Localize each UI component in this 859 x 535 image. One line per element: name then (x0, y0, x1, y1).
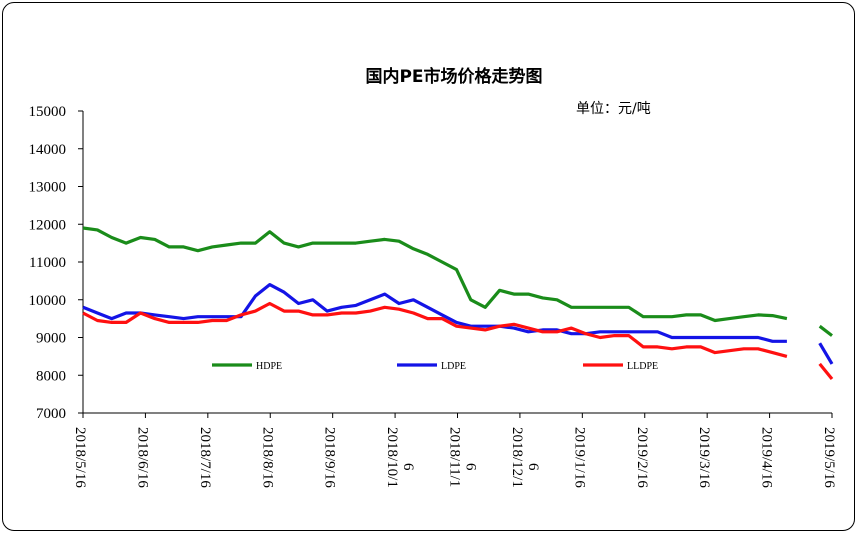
x-tick-label: 2018/12/1 6 (509, 427, 541, 488)
svg-text:2019/4/16: 2019/4/16 (759, 427, 775, 488)
legend-label-hdpe: HDPE (256, 361, 282, 372)
series-line-ldpe (818, 342, 834, 365)
legend-label-lldpe: LLDPE (627, 361, 658, 372)
y-tick-label: 13000 (29, 180, 67, 196)
svg-text:2018/6/16: 2018/6/16 (134, 427, 150, 488)
x-tick-label: 2018/10/1 6 (384, 427, 416, 488)
legend-label-ldpe: LDPE (441, 361, 466, 372)
svg-text:2019/5/16: 2019/5/16 (821, 427, 837, 488)
x-tick-label: 2019/1/16 (571, 427, 587, 488)
svg-text:2018/7/16: 2018/7/16 (197, 427, 213, 488)
y-tick-label: 8000 (36, 368, 66, 384)
svg-text:2018/10/1: 2018/10/1 (384, 427, 400, 488)
series-line-lldpe (82, 301, 788, 358)
svg-text:2018/11/1: 2018/11/1 (447, 427, 463, 487)
svg-text:2019/1/16: 2019/1/16 (571, 427, 587, 488)
y-tick-label: 12000 (29, 217, 67, 233)
x-tick-label: 2018/6/16 (134, 427, 150, 488)
series-lines (82, 226, 834, 381)
unit-label: 单位：元/吨 (576, 101, 651, 117)
y-tick-label: 7000 (36, 406, 66, 422)
y-tick-label: 11000 (29, 255, 66, 271)
svg-text:2019/2/16: 2019/2/16 (634, 427, 650, 488)
svg-text:2019/3/16: 2019/3/16 (696, 427, 712, 488)
x-tick-label: 2019/3/16 (696, 427, 712, 488)
svg-text:2018/12/1: 2018/12/1 (509, 427, 525, 488)
chart-title: 国内PE市场价格走势图 (365, 66, 542, 87)
series-line-hdpe (818, 324, 833, 337)
svg-text:2018/5/16: 2018/5/16 (72, 427, 88, 488)
x-tick-label: 2018/9/16 (322, 427, 338, 488)
y-axis-ticks: 7000 8000 9000 10000 11000 12000 13000 14000 150… (29, 104, 83, 422)
y-tick-label: 15000 (29, 104, 67, 120)
x-tick-label: 2018/7/16 (197, 427, 213, 488)
svg-text:2018/8/16: 2018/8/16 (259, 427, 275, 488)
x-tick-label: 2018/11/1 6 (447, 427, 479, 487)
legend: HDPE LDPE LLDPE (212, 361, 658, 372)
x-tick-label: 2018/8/16 (259, 427, 275, 488)
x-tick-label: 2019/2/16 (634, 427, 650, 488)
svg-text:2018/9/16: 2018/9/16 (322, 427, 338, 488)
y-tick-label: 14000 (29, 142, 67, 158)
svg-text:6: 6 (400, 463, 416, 471)
x-axis-ticks: 2018/5/16 2018/6/16 2018/7/16 2018/8/16 2018… (72, 413, 837, 488)
y-tick-label: 10000 (29, 293, 67, 309)
svg-text:6: 6 (525, 463, 541, 471)
x-tick-label: 2019/4/16 (759, 427, 775, 488)
series-line-ldpe (82, 283, 787, 343)
x-tick-label: 2018/5/16 (72, 427, 88, 488)
series-line-lldpe (818, 362, 834, 381)
x-tick-label: 2019/5/16 (821, 427, 837, 488)
series-line-hdpe (82, 226, 788, 323)
y-tick-label: 9000 (36, 331, 66, 347)
svg-text:6: 6 (463, 463, 479, 471)
